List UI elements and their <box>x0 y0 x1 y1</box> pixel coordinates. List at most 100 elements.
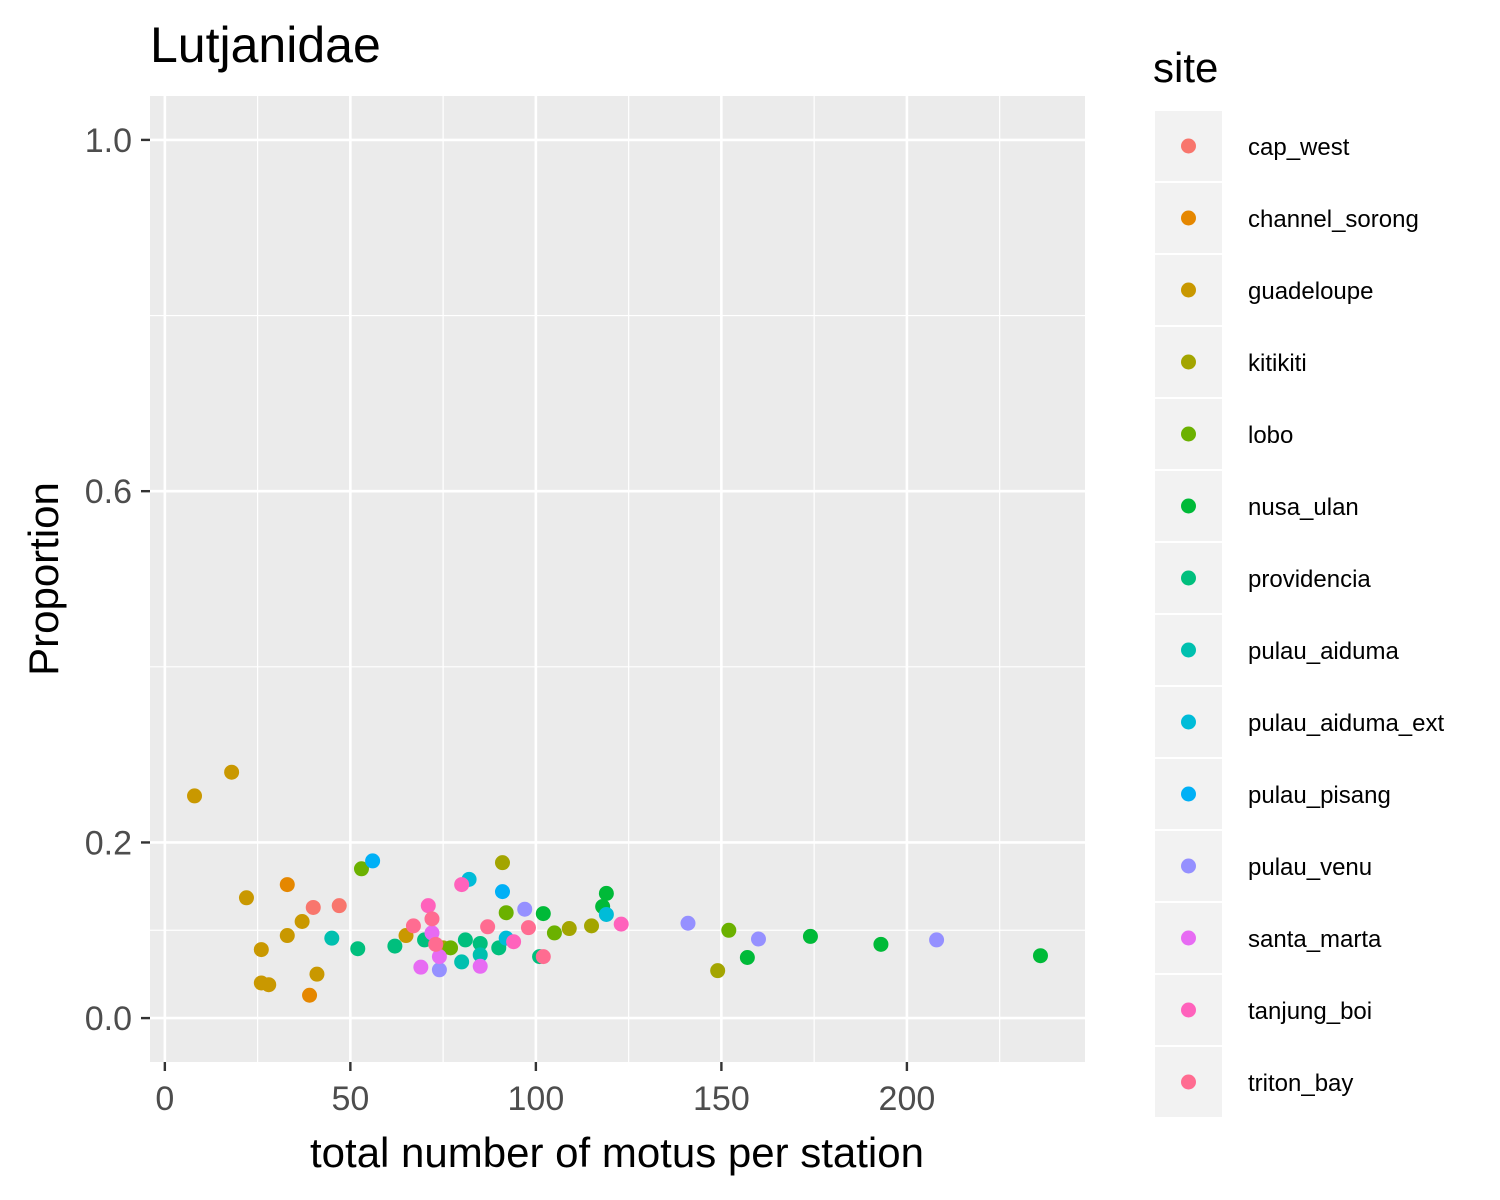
legend-swatch-cap_west <box>1181 138 1196 154</box>
legend-label-lobo: lobo <box>1248 422 1293 449</box>
legend-label-tanjung_boi: tanjung_boi <box>1248 998 1372 1025</box>
point-nusa_ulan <box>535 906 551 922</box>
legend-swatch-pulau_aiduma_ext <box>1181 714 1196 730</box>
point-pulau_aiduma <box>454 954 470 970</box>
legend-swatch-pulau_venu <box>1181 858 1196 874</box>
point-pulau_venu <box>431 962 447 978</box>
x-axis-title: total number of motus per station <box>310 1129 924 1176</box>
legend-label-kitikiti: kitikiti <box>1248 350 1307 377</box>
point-pulau_venu <box>929 932 945 948</box>
legend-label-pulau_aiduma: pulau_aiduma <box>1248 638 1399 665</box>
x-axis: 0 50 100 150 200 <box>155 1062 935 1118</box>
point-nusa_ulan <box>802 928 818 944</box>
chart-title: Lutjanidae <box>150 17 381 73</box>
data-points <box>187 764 1048 1003</box>
point-pulau_pisang <box>365 853 381 869</box>
legend-swatch-providencia <box>1181 570 1196 586</box>
point-guadeloupe <box>224 764 240 780</box>
point-kitikiti <box>561 921 577 937</box>
point-santa_marta <box>472 958 488 974</box>
point-cap_west <box>305 899 321 915</box>
point-tanjung_boi <box>454 877 470 893</box>
legend-label-guadeloupe: guadeloupe <box>1248 278 1373 305</box>
point-pulau_venu <box>517 901 533 917</box>
point-triton_bay <box>480 919 496 935</box>
legend-label-channel_sorong: channel_sorong <box>1248 206 1419 233</box>
point-providencia <box>350 941 366 957</box>
x-tick-label: 150 <box>693 1080 750 1118</box>
point-guadeloupe <box>294 913 310 929</box>
legend-swatch-lobo <box>1181 426 1196 442</box>
point-pulau_aiduma_ext <box>598 906 614 922</box>
legend-label-nusa_ulan: nusa_ulan <box>1248 494 1359 521</box>
point-pulau_venu <box>750 931 766 947</box>
legend-label-santa_marta: santa_marta <box>1248 926 1382 953</box>
point-kitikiti <box>494 855 510 871</box>
point-lobo <box>353 861 369 877</box>
point-lobo <box>721 922 737 938</box>
legend-swatch-nusa_ulan <box>1181 498 1196 514</box>
legend-swatch-santa_marta <box>1181 930 1196 946</box>
legend-swatch-guadeloupe <box>1181 282 1196 298</box>
point-nusa_ulan <box>1032 948 1048 964</box>
y-tick-label: 0.6 <box>85 473 132 511</box>
point-kitikiti <box>710 963 726 979</box>
point-pulau_aiduma <box>472 947 488 963</box>
point-lobo <box>546 925 562 941</box>
legend-label-providencia: providencia <box>1248 566 1371 593</box>
point-pulau_venu <box>680 915 696 931</box>
point-santa_marta <box>413 959 429 975</box>
point-guadeloupe <box>279 928 295 944</box>
point-kitikiti <box>584 918 600 934</box>
x-tick-label: 0 <box>155 1080 174 1118</box>
point-guadeloupe <box>253 942 269 958</box>
legend-label-pulau_pisang: pulau_pisang <box>1248 782 1391 809</box>
point-nusa_ulan <box>598 885 614 901</box>
y-axis-title: Proportion <box>20 482 67 676</box>
legend-swatch-pulau_aiduma <box>1181 642 1196 658</box>
legend-label-triton_bay: triton_bay <box>1248 1070 1353 1097</box>
point-triton_bay <box>428 936 444 952</box>
legend-swatch-channel_sorong <box>1181 210 1196 226</box>
point-tanjung_boi <box>506 934 522 950</box>
point-triton_bay <box>405 918 421 934</box>
point-nusa_ulan <box>873 936 889 952</box>
y-tick-label: 0.0 <box>85 1000 132 1038</box>
point-guadeloupe <box>309 966 325 982</box>
point-guadeloupe <box>261 977 277 993</box>
point-guadeloupe <box>187 788 203 804</box>
point-pulau_aiduma <box>324 930 340 946</box>
point-providencia <box>457 932 473 948</box>
legend-label-cap_west: cap_west <box>1248 134 1350 161</box>
point-cap_west <box>331 898 347 914</box>
legend-label-pulau_aiduma_ext: pulau_aiduma_ext <box>1248 710 1444 737</box>
point-triton_bay <box>535 949 551 965</box>
legend: site cap_west channel_sorong guadeloupe kit… <box>1153 44 1444 1117</box>
x-tick-label: 100 <box>508 1080 565 1118</box>
point-tanjung_boi <box>420 898 436 914</box>
legend-swatch-triton_bay <box>1181 1074 1196 1090</box>
legend-swatch-kitikiti <box>1181 354 1196 370</box>
point-channel_sorong <box>279 877 295 893</box>
point-nusa_ulan <box>739 949 755 965</box>
x-tick-label: 200 <box>879 1080 936 1118</box>
legend-swatch-pulau_pisang <box>1181 786 1196 802</box>
point-pulau_pisang <box>494 884 510 900</box>
plot-panel <box>150 96 1085 1062</box>
point-lobo <box>498 905 514 921</box>
legend-swatch-tanjung_boi <box>1181 1002 1196 1018</box>
point-providencia <box>472 935 488 951</box>
point-lobo <box>443 940 459 956</box>
legend-label-pulau_venu: pulau_venu <box>1248 854 1372 881</box>
point-triton_bay <box>520 920 536 936</box>
y-tick-label: 1.0 <box>85 122 132 160</box>
y-axis: 0.0 0.2 0.6 1.0 <box>85 122 150 1038</box>
x-tick-label: 50 <box>331 1080 369 1118</box>
y-tick-label: 0.2 <box>85 824 132 862</box>
point-providencia <box>387 938 403 954</box>
point-santa_marta <box>431 949 447 965</box>
major-gridlines <box>150 96 1085 1062</box>
point-tanjung_boi <box>613 916 629 932</box>
point-santa_marta <box>424 925 440 941</box>
